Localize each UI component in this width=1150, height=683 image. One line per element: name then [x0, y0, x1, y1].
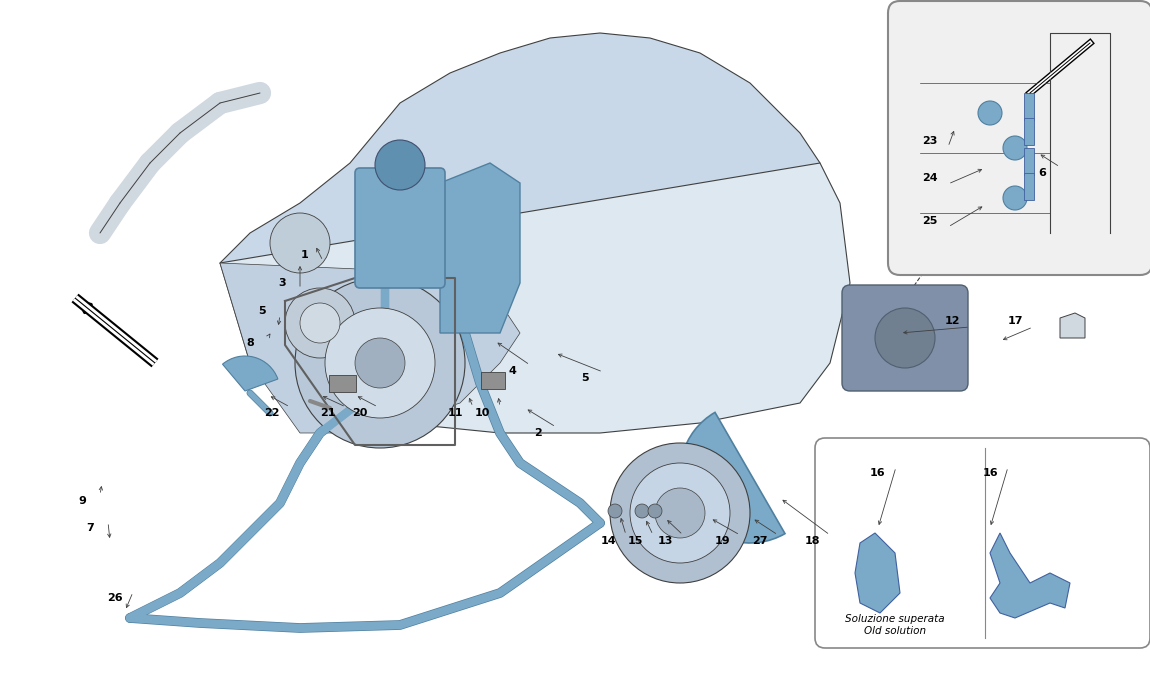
- Text: Soluzione superata
Old solution: Soluzione superata Old solution: [845, 614, 945, 636]
- Text: 9: 9: [78, 496, 86, 506]
- Text: 4: 4: [508, 366, 516, 376]
- Polygon shape: [1060, 313, 1084, 338]
- FancyBboxPatch shape: [815, 438, 1150, 648]
- Text: 1: 1: [301, 250, 309, 260]
- FancyBboxPatch shape: [1024, 93, 1034, 120]
- Text: 10: 10: [474, 408, 490, 418]
- Circle shape: [325, 308, 435, 418]
- Circle shape: [285, 288, 355, 358]
- Circle shape: [270, 213, 330, 273]
- FancyBboxPatch shape: [888, 1, 1150, 275]
- Text: 13: 13: [658, 536, 673, 546]
- Text: 8: 8: [246, 338, 254, 348]
- Text: 5: 5: [259, 306, 266, 316]
- FancyBboxPatch shape: [355, 168, 445, 288]
- Text: 3: 3: [278, 278, 286, 288]
- Circle shape: [875, 308, 935, 368]
- Circle shape: [630, 463, 730, 563]
- Polygon shape: [854, 533, 900, 613]
- Circle shape: [300, 303, 340, 343]
- FancyBboxPatch shape: [1024, 148, 1034, 175]
- Text: 14: 14: [600, 536, 615, 546]
- Text: 22: 22: [264, 408, 279, 418]
- Polygon shape: [220, 33, 820, 303]
- Circle shape: [1003, 186, 1027, 210]
- Text: 21: 21: [320, 408, 336, 418]
- Polygon shape: [220, 263, 520, 433]
- Text: 19: 19: [714, 536, 730, 546]
- Text: 16: 16: [871, 468, 886, 478]
- Text: 12: 12: [944, 316, 960, 326]
- Text: 23: 23: [922, 136, 937, 146]
- Circle shape: [656, 488, 705, 538]
- Text: 5: 5: [581, 373, 589, 383]
- Text: 2: 2: [534, 428, 542, 438]
- Text: 24: 24: [922, 173, 937, 183]
- Circle shape: [647, 504, 662, 518]
- Wedge shape: [680, 413, 785, 543]
- FancyBboxPatch shape: [1024, 173, 1034, 200]
- Text: 27: 27: [752, 536, 768, 546]
- FancyBboxPatch shape: [1024, 118, 1034, 145]
- Wedge shape: [222, 356, 278, 391]
- Circle shape: [610, 443, 750, 583]
- Circle shape: [375, 140, 426, 190]
- Text: 18: 18: [804, 536, 820, 546]
- FancyBboxPatch shape: [842, 285, 968, 391]
- Polygon shape: [440, 163, 520, 333]
- Text: 20: 20: [352, 408, 368, 418]
- Circle shape: [608, 504, 622, 518]
- Circle shape: [296, 278, 465, 448]
- Text: 11: 11: [447, 408, 462, 418]
- Text: 7: 7: [86, 523, 94, 533]
- FancyBboxPatch shape: [481, 372, 505, 389]
- Text: 15: 15: [627, 536, 643, 546]
- Circle shape: [635, 504, 649, 518]
- Text: 16: 16: [982, 468, 998, 478]
- FancyBboxPatch shape: [329, 375, 356, 392]
- Circle shape: [1003, 136, 1027, 160]
- Text: 26: 26: [107, 593, 123, 603]
- Circle shape: [978, 101, 1002, 125]
- Circle shape: [355, 338, 405, 388]
- Polygon shape: [990, 533, 1070, 618]
- Text: 25: 25: [922, 216, 937, 226]
- Text: 17: 17: [1007, 316, 1022, 326]
- Polygon shape: [220, 163, 850, 433]
- Text: 6: 6: [1038, 168, 1046, 178]
